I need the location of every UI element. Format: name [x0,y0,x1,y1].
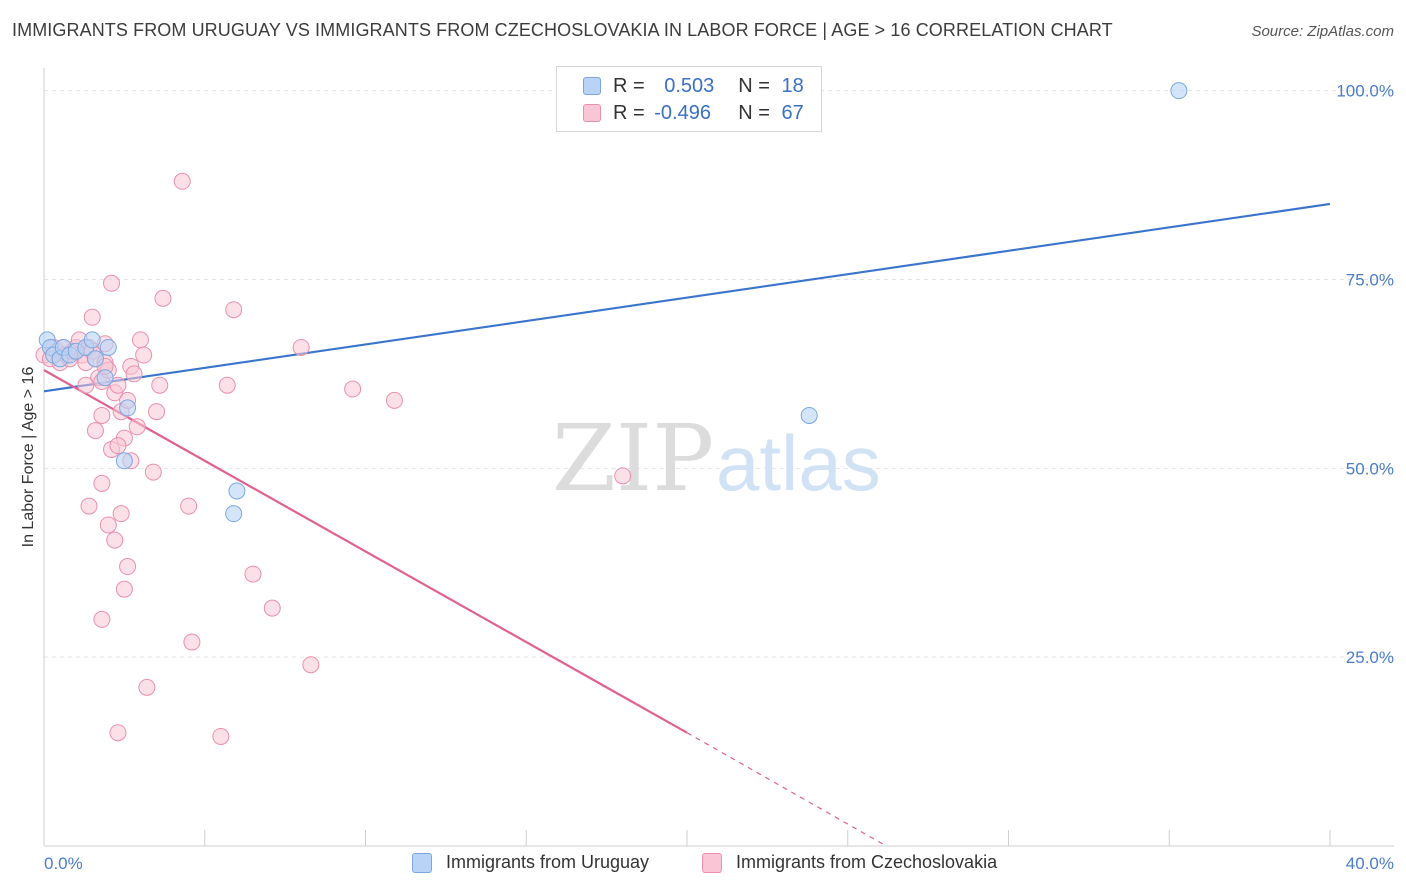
uruguay-point [99,338,117,356]
series-legend: Immigrants from Uruguay Immigrants from … [0,852,1406,878]
stats-row-czech: R = -0.496 N = 67 [583,100,804,126]
czech-point [128,418,146,436]
czech-point [173,172,191,190]
czech-point [154,289,172,307]
czech-point [151,376,169,394]
uruguay-regression-line [43,202,1331,393]
uruguay-point [800,406,818,424]
watermark-atlas: atlas [716,419,881,507]
stats-legend: R = 0.503 N = 18 R = -0.496 N = 67 [556,66,822,132]
chart-title: IMMIGRANTS FROM URUGUAY VS IMMIGRANTS FR… [12,20,1113,40]
czech-point [244,565,262,583]
y-tick-labels: 25.0% 50.0% 75.0% 100.0% [1336,82,1394,668]
czech-point [93,406,111,424]
legend-label-uruguay: Immigrants from Uruguay [446,852,650,872]
uruguay-point [86,350,104,368]
legend-item-uruguay[interactable]: Immigrants from Uruguay [412,852,649,873]
czech-point [109,437,127,455]
czech-point [148,403,166,421]
uruguay-point [225,505,243,523]
r-label: R = [613,101,651,124]
czech-point [614,467,632,485]
czech-point [93,474,111,492]
y-axis-label: In Labor Force | Age > 16 [20,367,37,548]
legend-label-czech: Immigrants from Czechoslovakia [736,852,998,872]
czech-point [131,331,149,349]
y-tick-label: 75.0% [1346,270,1394,289]
uruguay-point [1170,82,1188,100]
czech-point [109,376,127,394]
y-tick-label: 25.0% [1346,648,1394,667]
x-tick-label-max: 40.0% [1346,854,1394,873]
czech-point [86,422,104,440]
data-points [35,82,1188,745]
uruguay-point [83,331,101,349]
uruguay-swatch [583,77,601,95]
czech-point [115,580,133,598]
czech-point [119,558,137,576]
czech-point [125,365,143,383]
legend-item-czech[interactable]: Immigrants from Czechoslovakia [702,852,997,873]
czech-point [83,308,101,326]
n-label: N = [738,101,776,124]
x-tick-label-min: 0.0% [44,854,83,873]
czech-point [112,505,130,523]
czech-point [225,301,243,319]
czech-point [138,678,156,696]
czech-regression-extension [686,732,887,847]
czech-point [93,610,111,628]
stats-row-uruguay: R = 0.503 N = 18 [583,73,804,99]
uruguay-point [228,482,246,500]
uruguay-point [115,452,133,470]
czech-point [302,656,320,674]
source-label: Source: ZipAtlas.com [1251,23,1394,40]
czech-point [292,338,310,356]
uruguay-point [96,369,114,387]
czech-point [180,497,198,515]
czech-point [344,380,362,398]
regression-lines [43,202,1331,847]
czech-point [106,531,124,549]
uruguay-point [119,399,137,417]
zipatlas-watermark: ZIP atlas [552,405,881,512]
czech-point [212,727,230,745]
czech-swatch [583,104,601,122]
czech-point [385,391,403,409]
r-value: -0.496 [654,101,711,124]
uruguay-legend-swatch [412,852,432,873]
y-tick-label: 100.0% [1336,82,1394,101]
r-value: 0.503 [664,74,715,97]
czech-point [183,633,201,651]
czech-legend-swatch [702,852,722,873]
czech-point [99,516,117,534]
czech-point [103,274,121,292]
n-value: 18 [781,74,804,97]
czech-point [218,376,236,394]
y-tick-label: 50.0% [1346,459,1394,478]
czech-point [80,497,98,515]
czech-point [263,599,281,617]
x-tick-marks [204,830,1331,846]
n-label: N = [738,74,776,97]
czech-point [77,376,95,394]
czech-point [135,346,153,364]
watermark-zip: ZIP [552,405,714,512]
czech-point [144,463,162,481]
czech-point [109,724,127,742]
n-value: 67 [781,101,804,124]
czech-regression-line [43,369,688,734]
r-label: R = [613,74,651,97]
